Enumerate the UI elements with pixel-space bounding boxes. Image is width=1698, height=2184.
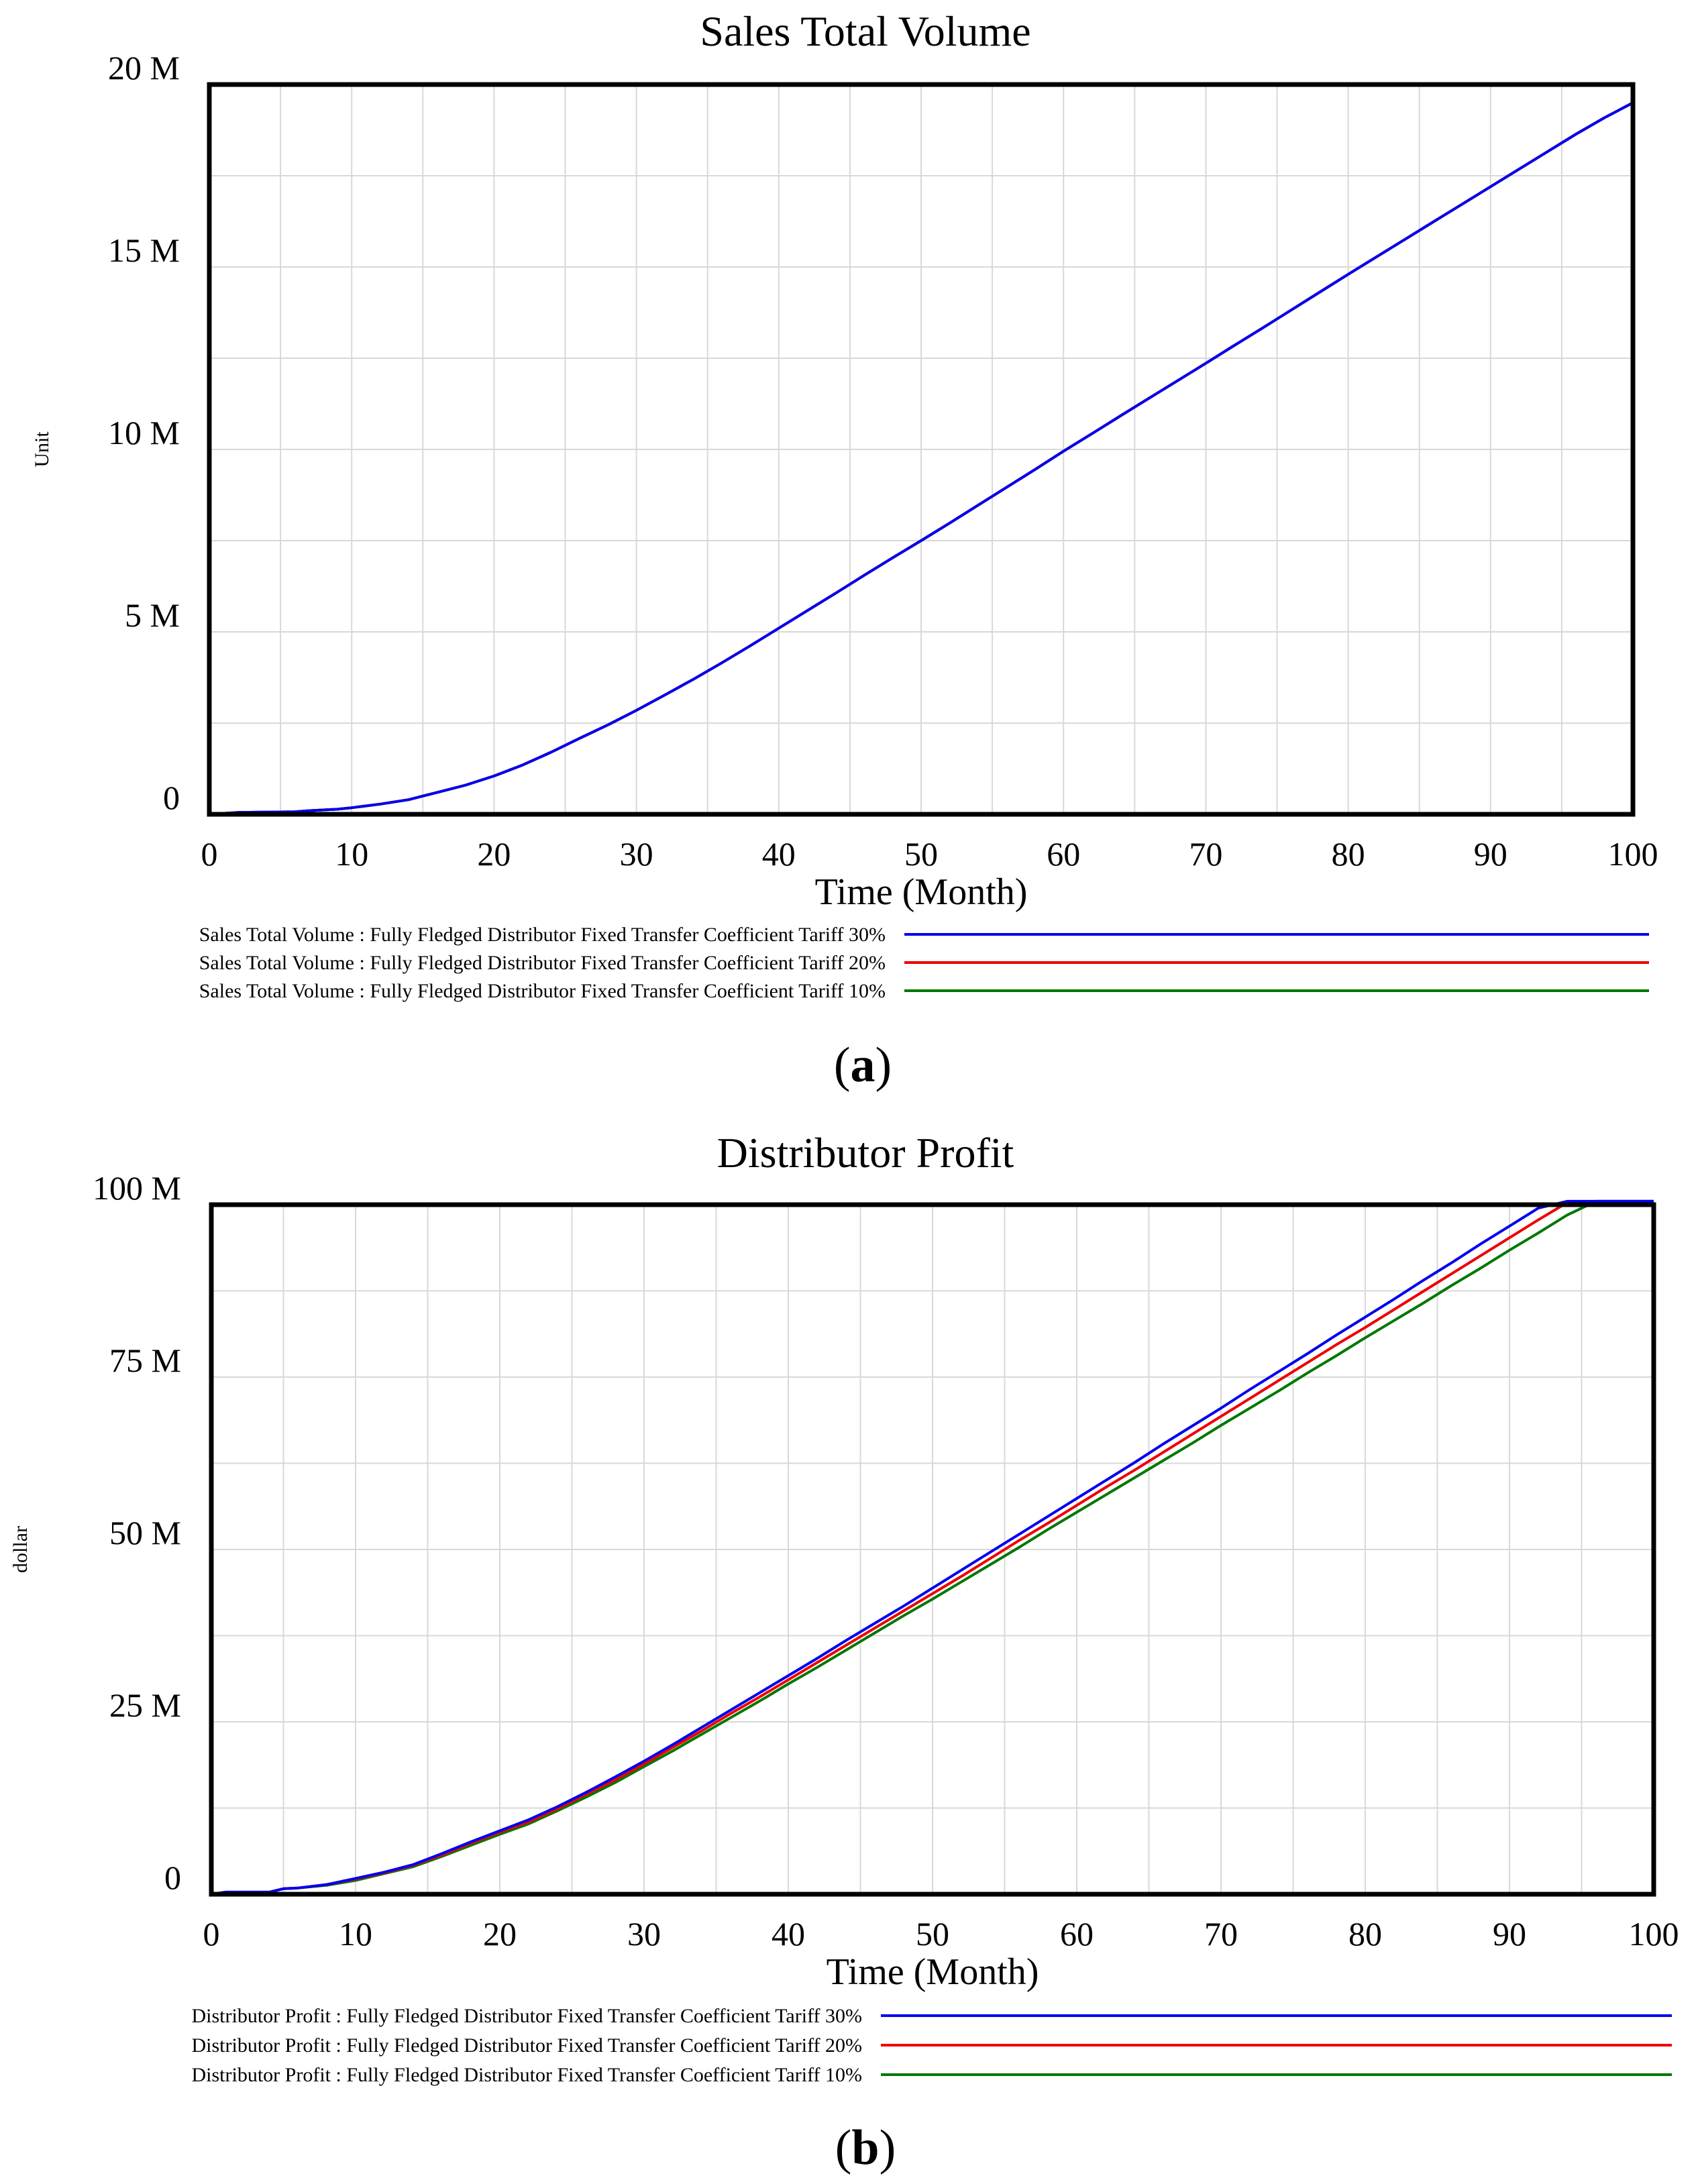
x-tick-labels: 0 10 20 30 40 50 60 70 80 90 100 [203,1915,1679,1953]
x-tick-label: 80 [1348,1915,1382,1953]
y-tick-labels: 0 5 M 10 M 15 M 20 M [108,49,180,816]
x-tick-label: 90 [1493,1915,1526,1953]
y-tick-label: 25 M [109,1686,181,1724]
legend-label: Distributor Profit : Fully Fledged Distr… [192,2005,863,2027]
series-line [211,1199,1654,1896]
x-tick-label: 40 [762,835,796,873]
x-tick-label: 10 [335,835,368,873]
chart-title: Distributor Profit [717,1129,1014,1177]
chart-panel-a: Sales Total Volume 0 5 M 10 M 15 M 20 M 0 10 2… [31,7,1658,1093]
series-layer [209,101,1634,816]
x-tick-label: 100 [1629,1915,1679,1953]
x-tick-label: 50 [916,1915,949,1953]
y-tick-label: 0 [164,1859,181,1896]
chart-title: Sales Total Volume [700,7,1030,55]
x-tick-labels: 0 10 20 30 40 50 60 70 80 90 100 [201,835,1658,873]
panel-label-a: (a) [834,1038,892,1093]
y-tick-label: 0 [163,779,180,816]
legend-label: Distributor Profit : Fully Fledged Distr… [192,2034,863,2057]
panel-label-b: (b) [835,2120,896,2175]
x-tick-label: 20 [477,835,511,873]
x-tick-label: 40 [772,1915,805,1953]
x-tick-label: 20 [483,1915,517,1953]
panel-label-a-letter: a [851,1038,875,1093]
x-tick-label: 60 [1060,1915,1094,1953]
plot-frame [207,82,1636,817]
x-axis-label: Time (Month) [827,1951,1039,1993]
y-axis-label: dollar [9,1526,32,1573]
panel-label-b-letter: b [851,2120,879,2175]
y-tick-label: 20 M [108,49,180,87]
y-tick-label: 5 M [125,596,180,634]
legend: Sales Total Volume : Fully Fledged Distr… [199,924,1649,1002]
x-tick-label: 10 [339,1915,372,1953]
grid-lines [211,1205,1654,1894]
y-tick-label: 10 M [108,414,180,451]
x-tick-label: 100 [1608,835,1658,873]
x-tick-label: 80 [1332,835,1365,873]
y-axis-label: Unit [31,431,53,468]
series-layer [211,1199,1654,1896]
y-tick-label: 100 M [93,1169,181,1207]
legend-label: Distributor Profit : Fully Fledged Distr… [192,2064,863,2086]
y-tick-label: 75 M [109,1342,181,1379]
legend-label: Sales Total Volume : Fully Fledged Distr… [199,924,886,946]
x-axis-label: Time (Month) [815,871,1028,913]
y-tick-label: 50 M [109,1514,181,1551]
y-tick-labels: 0 25 M 50 M 75 M 100 M [93,1169,181,1896]
x-tick-label: 0 [201,835,218,873]
legend: Distributor Profit : Fully Fledged Distr… [192,2005,1672,2086]
x-tick-label: 50 [904,835,938,873]
x-tick-label: 60 [1047,835,1080,873]
chart-panel-b: Distributor Profit 0 25 M 50 M 75 M 100 M 0 1… [9,1129,1679,2175]
x-tick-label: 70 [1204,1915,1238,1953]
x-tick-label: 30 [627,1915,661,1953]
legend-label: Sales Total Volume : Fully Fledged Distr… [199,980,886,1002]
x-tick-label: 90 [1474,835,1507,873]
x-tick-label: 30 [620,835,653,873]
x-tick-label: 70 [1189,835,1222,873]
legend-label: Sales Total Volume : Fully Fledged Distr… [199,952,886,974]
x-tick-label: 0 [203,1915,220,1953]
grid-lines [209,85,1633,814]
y-tick-label: 15 M [108,231,180,269]
series-line [209,101,1634,816]
plot-frame [209,1202,1656,1897]
